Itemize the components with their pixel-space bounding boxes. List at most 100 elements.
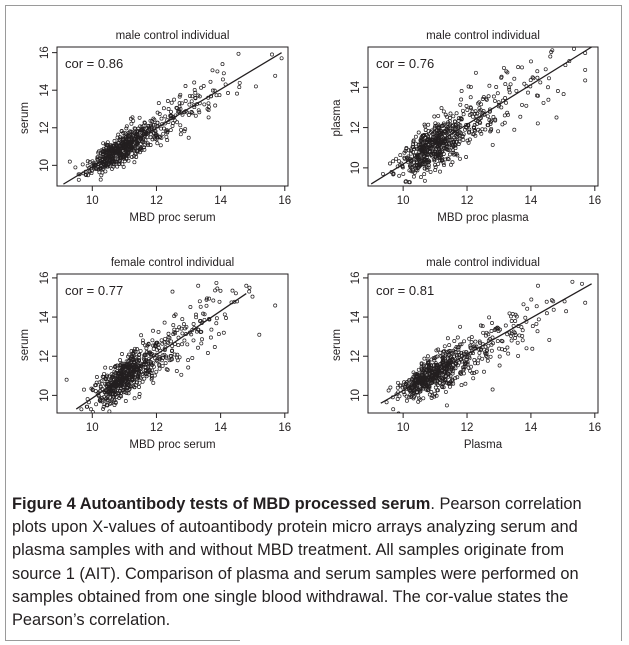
caption-label: Figure 4 Autoantibody tests of MBD proce… xyxy=(12,495,431,513)
scatter-point xyxy=(99,173,104,178)
scatter-point xyxy=(183,84,188,88)
scatter-point xyxy=(464,155,469,159)
scatter-point xyxy=(117,158,122,163)
scatter-point xyxy=(416,393,421,398)
scatter-point xyxy=(196,283,201,288)
scatter-point xyxy=(441,161,446,166)
scatter-point xyxy=(402,392,407,397)
scatter-point xyxy=(164,134,169,139)
scatter-point xyxy=(157,366,162,371)
scatter-point xyxy=(102,371,107,376)
scatter-point xyxy=(170,349,174,354)
scatter-point xyxy=(437,377,441,382)
figure-frame xyxy=(5,5,622,641)
scatter-point xyxy=(481,330,486,335)
scatter-point xyxy=(191,338,196,343)
y-tick-label: 10 xyxy=(350,389,362,402)
scatter-point xyxy=(136,126,141,131)
y-tick-label: 10 xyxy=(350,161,362,174)
scatter-point xyxy=(543,67,548,72)
scatter-point xyxy=(452,139,456,144)
scatter-point xyxy=(472,129,477,134)
scatter-point xyxy=(137,380,142,385)
scatter-point xyxy=(102,402,107,407)
scatter-point xyxy=(193,96,198,101)
scatter-point xyxy=(149,375,154,380)
scatter-point xyxy=(433,361,438,366)
scatter-point xyxy=(172,327,177,332)
scatter-point xyxy=(207,316,211,321)
plot-frame xyxy=(367,46,599,187)
scatter-point xyxy=(394,156,399,161)
regression-line xyxy=(370,46,592,185)
scatter-point xyxy=(513,332,518,337)
scatter-point xyxy=(489,128,493,133)
scatter-point xyxy=(429,140,434,145)
x-axis-label: MBD proc plasma xyxy=(437,212,529,224)
scatter-point xyxy=(168,113,173,118)
scatter-point xyxy=(136,371,141,376)
scatter-point xyxy=(508,82,513,87)
scatter-point xyxy=(397,173,402,178)
point-cloud xyxy=(380,47,588,185)
scatter-point xyxy=(423,157,428,162)
scatter-point xyxy=(482,369,486,374)
scatter-point xyxy=(409,148,414,153)
scatter-point xyxy=(443,389,448,394)
scatter-point xyxy=(166,335,171,340)
scatter-point xyxy=(444,114,449,119)
scatter-point xyxy=(520,338,525,343)
scatter-point xyxy=(152,117,157,122)
scatter-point xyxy=(411,139,416,144)
scatter-point xyxy=(186,365,191,370)
scatter-point xyxy=(123,370,128,375)
scatter-point xyxy=(132,160,137,165)
scatter-point xyxy=(459,383,464,388)
scatter-point xyxy=(190,94,195,99)
scatter-point xyxy=(138,375,143,380)
scatter-point xyxy=(530,346,535,351)
scatter-point xyxy=(494,326,499,331)
scatter-point xyxy=(417,159,422,164)
scatter-point xyxy=(413,134,418,139)
scatter-point xyxy=(121,136,126,141)
scatter-point xyxy=(115,145,120,150)
scatter-point xyxy=(396,380,400,385)
scatter-point xyxy=(436,151,441,156)
y-tick-label: 12 xyxy=(350,121,362,134)
scatter-point xyxy=(447,384,452,389)
scatter-point xyxy=(425,388,430,393)
y-tick-label: 12 xyxy=(39,121,51,134)
scatter-point xyxy=(154,369,159,374)
scatter-point xyxy=(168,128,173,133)
scatter-point xyxy=(142,360,147,365)
scatter-point xyxy=(483,127,488,132)
scatter-point xyxy=(444,374,449,378)
scatter-point xyxy=(109,372,114,377)
scatter-point xyxy=(116,371,121,376)
scatter-point xyxy=(147,127,152,132)
scatter-point xyxy=(484,330,489,335)
scatter-point xyxy=(166,331,171,336)
scatter-point xyxy=(547,337,552,342)
scatter-point xyxy=(468,343,473,348)
scatter-point xyxy=(119,361,124,366)
scatter-point xyxy=(441,359,445,364)
correlation-annotation: cor = 0.77 xyxy=(65,283,123,298)
scatter-point xyxy=(142,357,147,362)
scatter-point xyxy=(507,311,512,316)
scatter-point xyxy=(536,283,540,288)
scatter-point xyxy=(117,389,122,394)
scatter-point xyxy=(177,101,182,106)
scatter-point xyxy=(230,288,235,293)
scatter-point xyxy=(435,134,440,139)
scatter-point xyxy=(466,365,471,370)
scatter-point xyxy=(189,109,194,114)
y-tick-label: 12 xyxy=(350,350,362,363)
scatter-point xyxy=(583,300,588,305)
scatter-point xyxy=(447,343,452,348)
x-tick-label: 12 xyxy=(461,195,474,207)
scatter-point xyxy=(483,351,488,356)
scatter-point xyxy=(395,397,400,401)
scatter-point xyxy=(512,76,517,81)
